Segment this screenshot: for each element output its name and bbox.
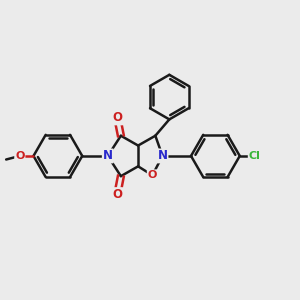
Text: O: O — [112, 188, 122, 201]
Text: Cl: Cl — [249, 151, 261, 161]
Text: O: O — [148, 170, 157, 180]
Text: N: N — [158, 149, 167, 162]
Text: O: O — [112, 111, 122, 124]
Text: O: O — [15, 151, 25, 161]
Text: N: N — [103, 149, 113, 162]
